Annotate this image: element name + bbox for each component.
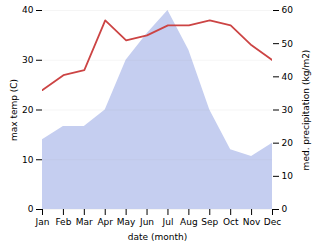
- svg-text:40: 40: [282, 72, 294, 82]
- svg-text:60: 60: [282, 5, 294, 15]
- svg-text:30: 30: [282, 105, 294, 115]
- svg-text:Apr: Apr: [97, 217, 113, 227]
- svg-text:Jan: Jan: [35, 217, 50, 227]
- svg-text:20: 20: [22, 105, 34, 115]
- svg-text:Aug: Aug: [180, 217, 198, 227]
- svg-text:10: 10: [22, 155, 34, 165]
- svg-text:0: 0: [28, 204, 34, 214]
- svg-text:Mar: Mar: [76, 217, 93, 227]
- svg-text:med. precipitation (kg/m2): med. precipitation (kg/m2): [301, 50, 311, 171]
- svg-text:40: 40: [22, 5, 34, 15]
- svg-text:10: 10: [282, 171, 294, 181]
- svg-text:Jun: Jun: [139, 217, 154, 227]
- svg-text:Nov: Nov: [243, 217, 261, 227]
- svg-text:Sep: Sep: [201, 217, 218, 227]
- svg-text:Feb: Feb: [55, 217, 71, 227]
- svg-text:Oct: Oct: [223, 217, 239, 227]
- svg-text:Jul: Jul: [162, 217, 174, 227]
- svg-text:date (month): date (month): [128, 232, 187, 242]
- svg-text:30: 30: [22, 55, 34, 65]
- svg-text:Dec: Dec: [264, 217, 281, 227]
- svg-text:max temp (C): max temp (C): [9, 79, 19, 141]
- svg-text:0: 0: [282, 204, 288, 214]
- svg-text:May: May: [117, 217, 136, 227]
- svg-text:50: 50: [282, 39, 294, 49]
- svg-text:20: 20: [282, 138, 294, 148]
